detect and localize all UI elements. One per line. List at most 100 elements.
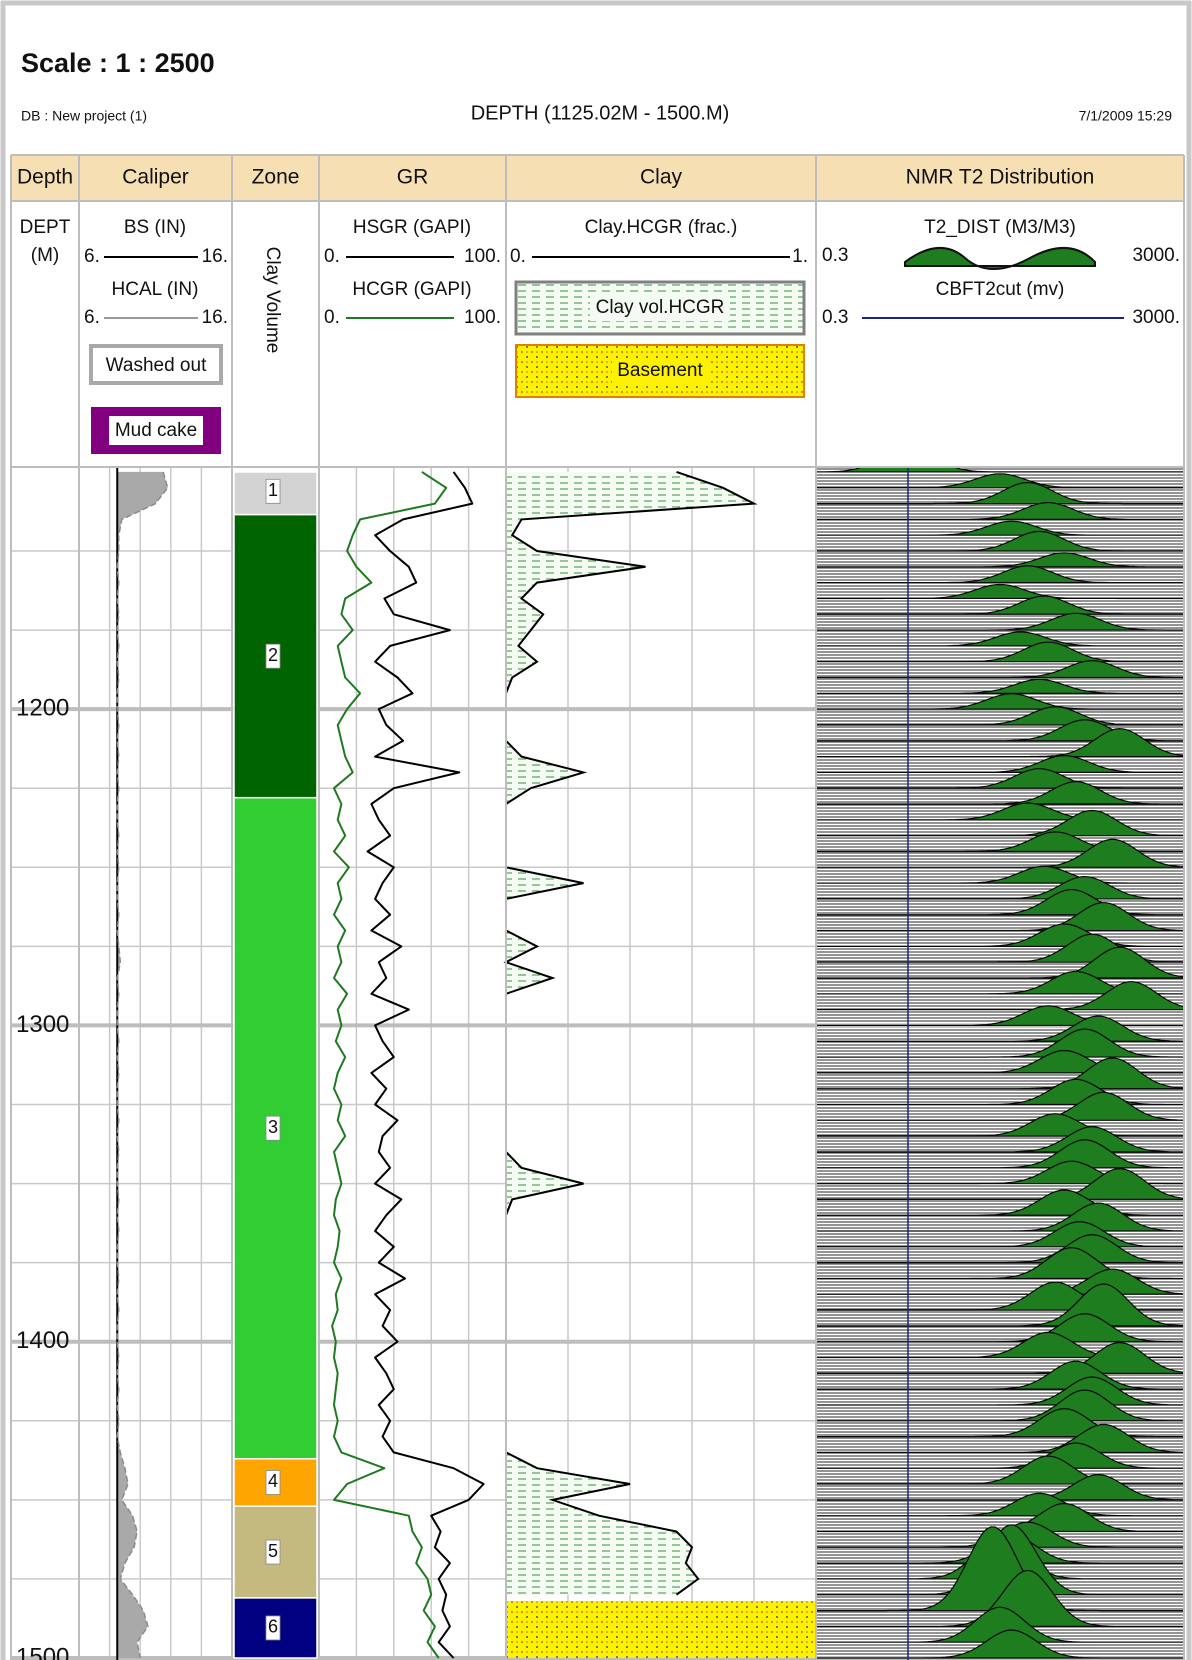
zone-label: 4: [268, 1471, 278, 1491]
t2-distribution: [815, 865, 1184, 884]
t2-distribution: [815, 1341, 1184, 1374]
hcgr-label: HCGR (GAPI): [352, 279, 471, 300]
t2-distribution: [815, 981, 1184, 1011]
hsgr-curve: [366, 471, 485, 1659]
track-title: NMR T2 Distribution: [906, 166, 1095, 189]
t2-distribution: [815, 1526, 1184, 1612]
t2-distribution: [815, 473, 1184, 489]
t2-distribution: [815, 1569, 1184, 1627]
t2-distribution: [815, 809, 1184, 837]
t2-distribution: [816, 1629, 1184, 1659]
hcgr-scale-right: 100.: [464, 307, 501, 328]
t2-distribution: [815, 1442, 1184, 1469]
cbft2cut-scale-left: 0.3: [822, 307, 848, 328]
zone-label-bg: [265, 1539, 281, 1565]
t2-distribution: [815, 583, 1184, 600]
track-title: Zone: [252, 166, 300, 189]
zone-label: 6: [268, 1617, 278, 1637]
track-title: GR: [397, 166, 429, 189]
hcal-scale-left: 6.: [84, 307, 100, 328]
t2-scale-right: 3000.: [1132, 245, 1180, 266]
zone-label: 1: [268, 480, 278, 500]
washed-out-swatch: [89, 344, 223, 385]
cbft2cut-scale-right: 3000.: [1132, 307, 1180, 328]
hsgr-scale-left: 0.: [324, 246, 340, 267]
t2-distribution: [815, 1606, 1184, 1643]
t2-legend-icon: [904, 246, 1096, 270]
t2-distribution: [815, 481, 1184, 505]
db-label: DB : New project (1): [21, 108, 147, 124]
t2-distribution: [815, 631, 1184, 647]
bs-label: BS (IN): [124, 217, 186, 238]
zone-label-bg: [265, 643, 281, 669]
depth-tick-label: 1500: [16, 1643, 69, 1660]
track-title: Depth: [17, 166, 73, 189]
hsgr-label: HSGR (GAPI): [353, 217, 471, 238]
zone-label-bg: [265, 1615, 281, 1641]
depth-tick-label: 1400: [16, 1327, 69, 1354]
t2-distribution: [815, 1492, 1184, 1517]
depth-unit: (M): [31, 245, 59, 266]
t2-distribution: [815, 1474, 1184, 1501]
t2-distribution: [815, 781, 1184, 805]
t2-distribution: [815, 875, 1184, 900]
t2-distribution: [815, 1057, 1184, 1090]
t2-distribution: [815, 520, 1184, 536]
t2-distribution: [815, 1455, 1184, 1485]
cbft2cut-label: CBFT2cut (mv): [936, 279, 1065, 300]
t2-distribution: [815, 768, 1184, 789]
hcgr-scale-left: 0.: [324, 307, 340, 328]
hsgr-scale-right: 100.: [464, 246, 501, 267]
zone-label: 3: [268, 1117, 278, 1137]
scale-title: Scale : 1 : 2500: [21, 48, 215, 78]
t2-distribution: [815, 565, 1184, 584]
t2-distribution: [815, 1005, 1184, 1027]
t2-distribution: [815, 641, 1184, 663]
hcal-curve: [116, 471, 169, 1659]
bs-scale-left: 6.: [84, 246, 100, 267]
t2-distribution: [815, 1167, 1184, 1200]
zone-label: 5: [268, 1541, 278, 1561]
clay-fill: [506, 471, 754, 1595]
t2-distribution: [815, 612, 1184, 631]
clay-fill-text-bg: [590, 295, 730, 321]
zone-label-bg: [265, 1115, 281, 1141]
clay-scale-left: 0.: [510, 246, 526, 267]
washed-out-label: Washed out: [106, 355, 207, 376]
t2-distribution: [815, 838, 1184, 868]
mud-cake-text-bg: [109, 416, 203, 445]
t2-distribution: [815, 802, 1184, 821]
t2-distribution: [815, 1233, 1184, 1264]
zone-label-bg: [265, 478, 281, 504]
t2-distribution: [815, 1313, 1184, 1343]
t2-distribution: [815, 501, 1184, 520]
hcal-label: HCAL (IN): [112, 279, 199, 300]
clay-scale-right: 1.: [792, 246, 808, 267]
t2-distribution: [815, 1091, 1184, 1121]
t2-distribution: [815, 946, 1184, 979]
depth-tick-label: 1300: [16, 1011, 69, 1038]
t2-distribution: [815, 1423, 1184, 1454]
track-title: Clay: [640, 166, 683, 189]
clay-fill-label: Clay vol.HCGR: [596, 297, 725, 318]
basement-text-bg: [612, 358, 708, 384]
depth-range: DEPTH (1125.02M - 1500.M): [471, 102, 730, 124]
washout-fill: [117, 471, 168, 1658]
zone-legend-label: Clay Volume: [262, 247, 283, 354]
t2-distribution: [815, 693, 1184, 710]
t2-distribution: [815, 530, 1184, 552]
depth-mnemonic: DEPT: [20, 217, 71, 238]
t2-distribution: [815, 1389, 1184, 1422]
t2-distribution: [815, 1139, 1184, 1169]
basement-fill: [507, 1601, 815, 1658]
hcal-scale-right: 16.: [202, 307, 228, 328]
header-row: [11, 155, 1184, 201]
t2-distribution: [815, 1028, 1184, 1058]
track-title: Caliper: [122, 166, 189, 189]
tracks: 1 2 3 4 5 6: [11, 468, 1184, 1660]
clay-label: Clay.HCGR (frac.): [585, 217, 738, 238]
hcgr-curve: [331, 471, 448, 1659]
t2-distribution: [815, 678, 1184, 694]
